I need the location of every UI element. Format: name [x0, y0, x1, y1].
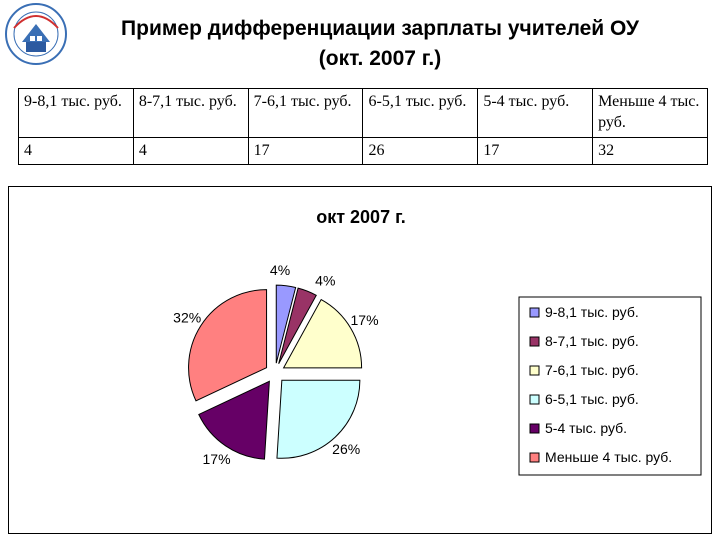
title-line-2: (окт. 2007 г.): [318, 47, 442, 70]
range-cell: 7-6,1 тыс. руб.: [247, 88, 364, 138]
range-cell: 8-7,1 тыс. руб.: [132, 88, 249, 138]
logo: [4, 2, 68, 66]
table-row-counts: 4 4 17 26 17 32: [18, 137, 708, 165]
legend-swatch: [529, 394, 540, 405]
legend-label: 9-8,1 тыс. руб.: [545, 304, 639, 320]
legend-label: 8-7,1 тыс. руб.: [545, 333, 639, 349]
count-cell: 4: [132, 137, 249, 165]
pie-slice: [278, 287, 317, 364]
legend-label: 5-4 тыс. руб.: [545, 420, 627, 436]
range-cell: Меньше 4 тыс. руб.: [592, 88, 708, 138]
range-cell: 5-4 тыс. руб.: [477, 88, 594, 138]
pie-slice: [198, 380, 270, 460]
count-cell: 17: [247, 137, 364, 165]
chart-frame: окт 2007 г. 4% 4% 17% 26% 17% 32% 9-8,1 тыс. …: [8, 186, 712, 534]
data-label: 17%: [203, 451, 231, 467]
page-title: Пример дифференциации зарплаты учителей …: [70, 14, 690, 74]
range-cell: 6-5,1 тыс. руб.: [362, 88, 479, 138]
pie-slice: [188, 289, 268, 402]
legend-label: Меньше 4 тыс. руб.: [545, 449, 672, 465]
count-cell: 17: [477, 137, 594, 165]
pie-slice: [275, 284, 297, 364]
data-label: 4%: [270, 262, 290, 278]
pie-slice: [282, 298, 363, 369]
legend-swatch: [529, 365, 540, 376]
title-line-1: Пример дифференциации зарплаты учителей …: [121, 17, 639, 40]
table-row-ranges: 9-8,1 тыс. руб. 8-7,1 тыс. руб. 7-6,1 ты…: [18, 88, 708, 138]
legend-box: [518, 296, 702, 476]
pie-labels: 4% 4% 17% 26% 17% 32%: [173, 262, 378, 467]
legend-label: 6-5,1 тыс. руб.: [545, 391, 639, 407]
data-label: 17%: [351, 312, 379, 328]
count-cell: 26: [362, 137, 479, 165]
legend-swatch: [529, 452, 540, 463]
salary-table: 9-8,1 тыс. руб. 8-7,1 тыс. руб. 7-6,1 ты…: [18, 88, 708, 165]
data-label: 4%: [315, 272, 335, 288]
chart-title: окт 2007 г.: [316, 207, 406, 227]
legend-label: 7-6,1 тыс. руб.: [545, 362, 639, 378]
data-label: 26%: [332, 441, 360, 457]
pie-slice: [276, 379, 361, 459]
count-cell: 4: [18, 137, 134, 165]
range-cell: 9-8,1 тыс. руб.: [18, 88, 134, 138]
legend-swatch: [529, 336, 540, 347]
chart-legend: 9-8,1 тыс. руб. 8-7,1 тыс. руб. 7-6,1 тыс.…: [518, 296, 702, 476]
legend-swatch: [529, 423, 540, 434]
count-cell: 32: [592, 137, 708, 165]
legend-swatch: [529, 307, 540, 318]
pie-slices: [188, 284, 363, 460]
pie-chart: окт 2007 г. 4% 4% 17% 26% 17% 32% 9-8,1 тыс. …: [173, 207, 702, 476]
data-label: 32%: [173, 309, 201, 325]
